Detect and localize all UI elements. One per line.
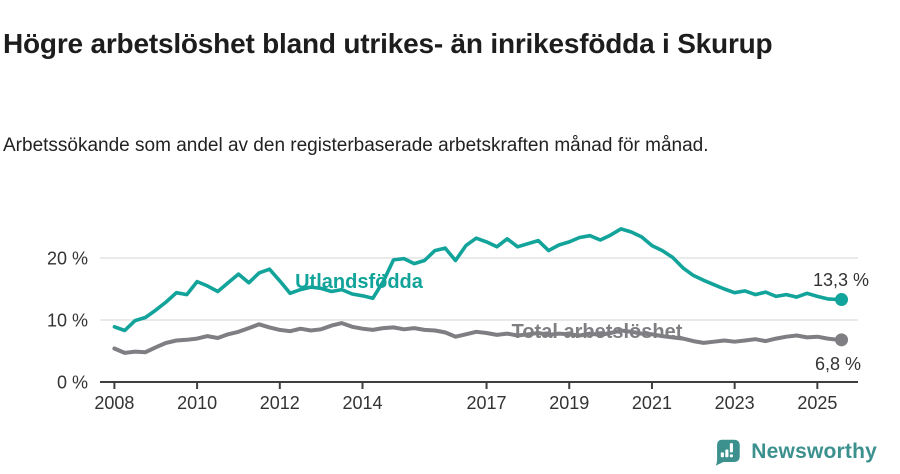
x-tick-label: 2012 — [260, 393, 300, 413]
series-end-dot-utlandsfodda — [835, 293, 849, 307]
page-subtitle: Arbetssökande som andel av den registerb… — [3, 135, 709, 156]
y-tick-label: 10 % — [47, 311, 88, 331]
x-tick-label: 2017 — [467, 393, 507, 413]
x-axis — [100, 381, 858, 389]
x-tick-label: 2021 — [632, 393, 672, 413]
gridlines — [100, 257, 858, 321]
end-value-label-total: 6,8 % — [815, 354, 861, 374]
page-title: Högre arbetslöshet bland utrikes- än inr… — [3, 27, 773, 59]
series-label-utlandsfodda: Utlandsfödda — [295, 271, 424, 293]
x-tick-label: 2023 — [715, 393, 755, 413]
y-axis-labels: 0 % 10 % 20 % — [47, 249, 88, 393]
newsworthy-brand-text: Newsworthy — [751, 440, 877, 463]
x-axis-labels: 2008 2010 2012 2014 2017 2019 2021 2023 2025 — [94, 393, 837, 413]
series-label-total-arbetsloshet: Total arbetslöshet — [512, 321, 683, 343]
x-tick-label: 2008 — [94, 393, 134, 413]
logo-bars-and-exclamation — [721, 443, 734, 458]
y-tick-label: 20 % — [47, 249, 88, 269]
x-tick-label: 2019 — [549, 393, 589, 413]
series-end-dot-total — [835, 333, 849, 347]
newsworthy-bubble-icon — [716, 439, 741, 466]
newsworthy-logo[interactable]: Newsworthy — [713, 437, 877, 467]
x-tick-label: 2010 — [177, 393, 217, 413]
end-value-label-utlandsfodda: 13,3 % — [813, 270, 869, 290]
x-tick-label: 2025 — [797, 393, 837, 413]
series-line-total-arbetsloshet — [112, 321, 840, 355]
x-tick-label: 2014 — [342, 393, 382, 413]
series-line-utlandsfodda — [112, 227, 840, 333]
y-tick-label: 0 % — [57, 373, 88, 393]
